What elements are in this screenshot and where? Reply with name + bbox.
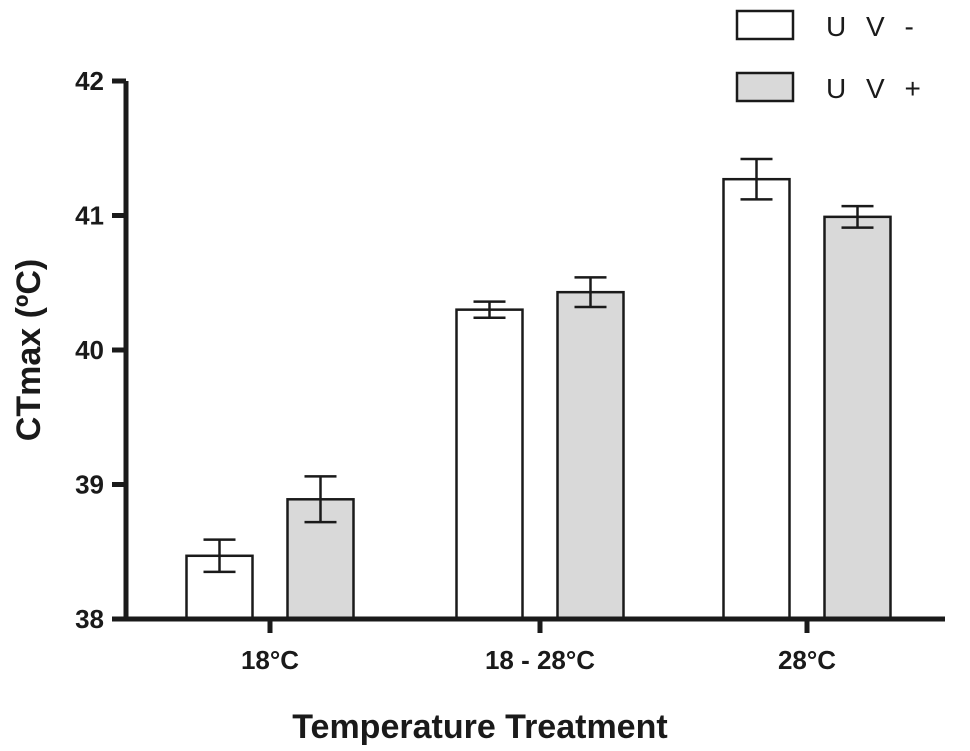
- y-tick-label: 39: [75, 470, 104, 500]
- bar-uv-minus: [455, 308, 524, 621]
- y-tick-label: 38: [75, 604, 104, 634]
- bars-layer: [185, 177, 892, 621]
- bar-uv-minus: [722, 177, 791, 621]
- legend-label: U V +: [826, 73, 927, 104]
- error-bars-layer: [203, 157, 874, 574]
- y-ticks: 38 39 40 41 42: [75, 66, 126, 634]
- x-tick-label: 18 - 28°C: [485, 645, 595, 675]
- x-axis-title: Temperature Treatment: [292, 708, 667, 746]
- axes: [123, 81, 945, 622]
- y-tick-label: 41: [75, 201, 104, 231]
- bar-uv-plus: [556, 290, 625, 621]
- x-tick-label: 28°C: [778, 645, 836, 675]
- legend: U V - U V +: [735, 9, 927, 104]
- y-tick-label: 40: [75, 335, 104, 365]
- legend-swatch: [735, 9, 795, 41]
- legend-swatch: [735, 71, 795, 103]
- bar-uv-plus: [823, 215, 892, 621]
- legend-label: U V -: [826, 11, 920, 42]
- y-axis-title: CTmax (ºC): [10, 259, 48, 441]
- x-ticks: 18°C 18 - 28°C 28°C: [241, 619, 836, 675]
- x-tick-label: 18°C: [241, 645, 299, 675]
- y-tick-label: 42: [75, 66, 104, 96]
